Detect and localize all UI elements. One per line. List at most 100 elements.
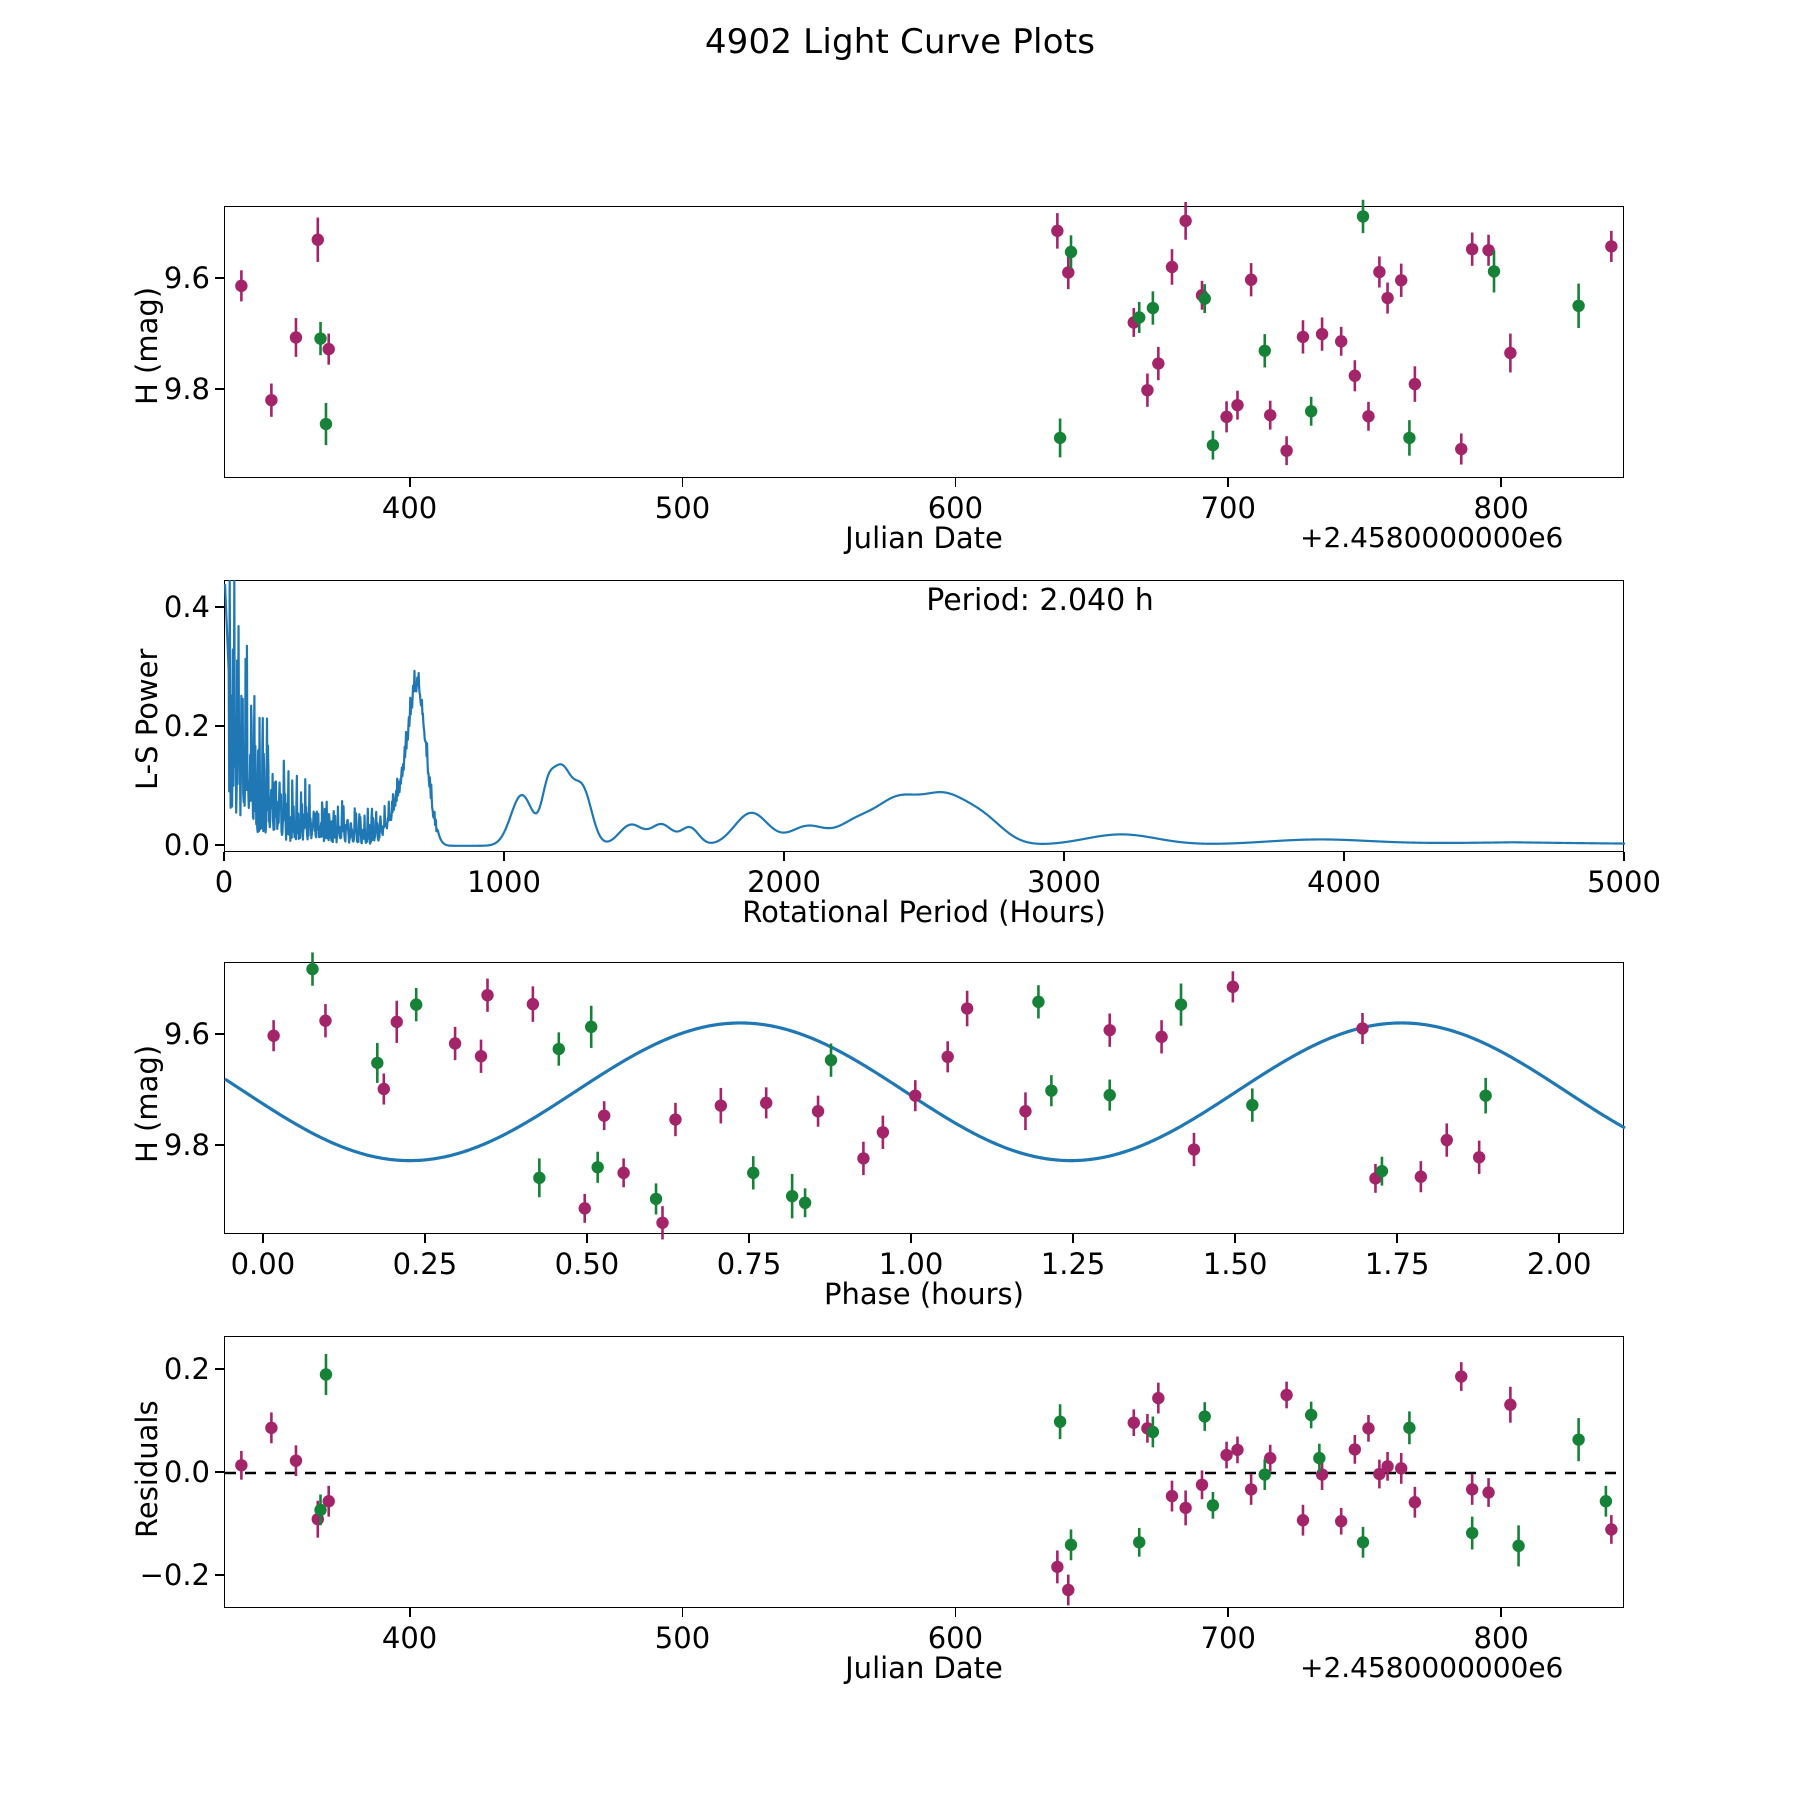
data-point <box>1264 408 1277 422</box>
data-point <box>1572 1433 1585 1446</box>
data-point <box>314 332 327 345</box>
data-point <box>319 1014 332 1027</box>
x-tick-label: 500 <box>654 491 711 525</box>
x-tick-label: 5000 <box>1587 865 1661 899</box>
data-point <box>1504 346 1517 360</box>
data-point <box>1403 1421 1416 1435</box>
x-tick-mark <box>1558 1234 1561 1243</box>
x-tick-mark <box>262 1234 264 1243</box>
sinusoid-fit-line <box>224 1021 1626 1163</box>
data-point <box>1062 1583 1075 1597</box>
x-tick-label: 800 <box>1473 1621 1529 1655</box>
data-point <box>311 233 324 246</box>
y-tick-mark <box>215 388 224 391</box>
data-point <box>265 393 278 407</box>
data-point <box>1455 1370 1468 1383</box>
y-tick-mark <box>215 277 224 280</box>
data-point <box>591 1161 604 1174</box>
data-point <box>289 1454 303 1467</box>
data-point <box>649 1192 663 1206</box>
data-point <box>1032 995 1045 1009</box>
lightcurve-x-offset: +2.4580000000e6 <box>1300 521 1564 554</box>
y-tick-mark <box>215 605 224 608</box>
data-point <box>811 1105 825 1118</box>
y-tick-mark <box>215 1144 224 1147</box>
data-point <box>474 1050 488 1063</box>
y-tick-label: 0.0 <box>163 827 210 862</box>
data-point <box>1051 224 1064 238</box>
x-tick-mark <box>681 1608 684 1617</box>
y-tick-label: 9.8 <box>163 1128 210 1163</box>
x-tick-mark <box>1072 1234 1075 1243</box>
data-point <box>1455 442 1468 456</box>
data-point <box>1465 1526 1479 1540</box>
data-point <box>1231 1443 1244 1457</box>
x-tick-mark <box>954 1608 957 1617</box>
x-tick-mark <box>1227 1608 1230 1617</box>
data-point <box>1053 431 1067 445</box>
data-point <box>669 1113 682 1126</box>
data-point <box>1304 1408 1318 1422</box>
data-point <box>319 1368 333 1381</box>
phase-xlabel: Phase (hours) <box>824 1277 1024 1311</box>
data-point <box>1152 1391 1165 1405</box>
data-point <box>1155 1030 1168 1044</box>
x-tick-label: 1.25 <box>1040 1247 1106 1281</box>
data-point <box>1246 1098 1259 1112</box>
phase-axes <box>224 952 1626 1240</box>
data-point <box>1512 1539 1525 1553</box>
x-tick-label: 1.75 <box>1364 1247 1430 1281</box>
y-tick-label: −0.2 <box>139 1557 210 1592</box>
y-tick-label: 0.0 <box>163 1455 210 1489</box>
data-point <box>1482 1486 1495 1499</box>
data-point <box>1141 383 1154 397</box>
x-tick-mark <box>681 478 684 487</box>
data-point <box>585 1020 598 1034</box>
data-point <box>1504 1398 1517 1411</box>
data-point <box>1206 438 1220 452</box>
x-tick-label: 400 <box>381 491 438 525</box>
data-point <box>1572 299 1585 313</box>
x-tick-mark <box>1623 852 1625 861</box>
data-point <box>656 1216 669 1229</box>
data-point <box>1482 244 1495 257</box>
series-band_a <box>267 971 1486 1240</box>
data-point <box>785 1189 799 1203</box>
data-point <box>1605 1523 1618 1536</box>
figure-title: 4902 Light Curve Plots <box>704 22 1096 62</box>
x-tick-mark <box>1063 852 1065 861</box>
data-point <box>597 1109 611 1122</box>
data-point <box>1280 444 1293 457</box>
data-point <box>265 1421 278 1435</box>
data-point <box>1019 1105 1032 1118</box>
data-point <box>1206 1499 1220 1512</box>
data-point <box>1315 327 1329 341</box>
data-point <box>1064 1538 1078 1552</box>
data-point <box>1472 1151 1486 1164</box>
x-tick-mark <box>1234 1234 1237 1243</box>
data-point <box>1373 265 1386 279</box>
data-point <box>760 1096 773 1110</box>
data-point <box>1195 1478 1209 1492</box>
x-tick-mark <box>910 1234 913 1243</box>
x-tick-mark <box>503 852 505 861</box>
x-tick-mark <box>1227 478 1230 487</box>
data-point <box>1465 242 1479 256</box>
data-point <box>1381 1460 1394 1473</box>
data-point <box>410 998 423 1011</box>
data-point <box>267 1029 280 1042</box>
phase-plot-area <box>224 952 1626 1240</box>
data-point <box>371 1056 384 1070</box>
x-tick-mark <box>223 852 225 861</box>
data-point <box>322 1495 335 1508</box>
data-point <box>1440 1133 1453 1147</box>
data-point <box>235 279 248 293</box>
data-point <box>1395 274 1408 287</box>
y-tick-label: 0.2 <box>163 1352 210 1387</box>
x-tick-mark <box>408 1608 411 1617</box>
y-tick-mark <box>215 1573 224 1576</box>
data-point <box>1313 1451 1326 1465</box>
x-tick-label: 700 <box>1200 1621 1256 1655</box>
data-point <box>1280 1388 1293 1402</box>
data-point <box>1315 1468 1329 1481</box>
